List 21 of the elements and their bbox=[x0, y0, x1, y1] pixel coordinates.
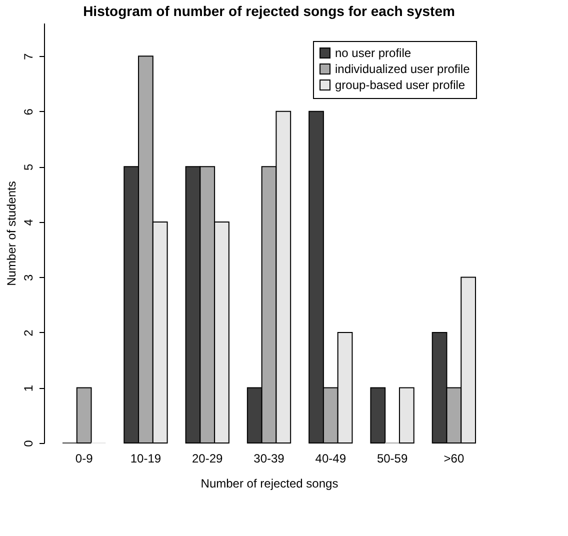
y-tick-label: 4 bbox=[22, 218, 36, 226]
y-axis-title: Number of students bbox=[4, 181, 18, 286]
x-axis-title: Number of rejected songs bbox=[200, 476, 338, 490]
y-tick-label: 5 bbox=[22, 164, 36, 171]
legend-label: no user profile bbox=[335, 46, 412, 60]
y-tick-label: 0 bbox=[22, 440, 36, 447]
x-tick-label: 20-29 bbox=[192, 452, 224, 466]
y-tick-label: 1 bbox=[22, 384, 36, 392]
x-tick-label: 50-59 bbox=[376, 452, 408, 466]
y-tick-label: 7 bbox=[22, 53, 36, 60]
legend-label: group-based user profile bbox=[335, 78, 466, 92]
x-tick-label: >60 bbox=[444, 452, 464, 466]
y-tick-label: 6 bbox=[22, 108, 36, 116]
x-tick-label: 0-9 bbox=[75, 452, 94, 466]
x-tick-label: 10-19 bbox=[130, 452, 162, 466]
x-tick-label: 40-49 bbox=[315, 452, 346, 466]
legend-label: individualized user profile bbox=[335, 62, 470, 76]
y-tick-label: 2 bbox=[22, 329, 36, 336]
y-tick-label: 3 bbox=[22, 274, 36, 282]
x-tick-label: 30-39 bbox=[254, 452, 285, 466]
chart-title: Histogram of number of rejected songs for each system bbox=[83, 3, 455, 19]
